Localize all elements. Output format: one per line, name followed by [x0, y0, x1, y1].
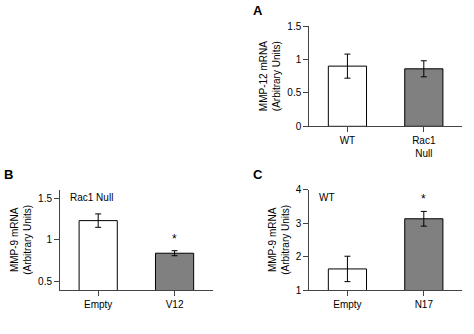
svg-text:Rac1 Null: Rac1 Null [70, 192, 113, 203]
svg-text:B: B [4, 167, 13, 182]
svg-text:C: C [253, 167, 263, 182]
svg-text:1: 1 [296, 54, 302, 65]
svg-text:WT: WT [319, 192, 335, 203]
svg-text:1.5: 1.5 [287, 21, 301, 32]
svg-text:Empty: Empty [84, 299, 112, 310]
svg-text:MMP-9 mRNA(Arbitrary Units): MMP-9 mRNA(Arbitrary Units) [9, 205, 33, 275]
svg-text:1: 1 [296, 285, 302, 296]
svg-text:MMP-9 mRNA(Arbitrary Units): MMP-9 mRNA(Arbitrary Units) [267, 205, 291, 275]
svg-text:*: * [172, 232, 177, 246]
svg-text:Rac1Null: Rac1Null [412, 135, 436, 159]
svg-text:0: 0 [296, 121, 302, 132]
svg-text:*: * [421, 192, 426, 206]
svg-text:N17: N17 [415, 299, 434, 310]
svg-text:V12: V12 [166, 299, 184, 310]
svg-text:2: 2 [296, 251, 302, 262]
svg-text:4: 4 [296, 184, 302, 195]
svg-text:0.5: 0.5 [38, 276, 52, 287]
svg-text:1.5: 1.5 [38, 193, 52, 204]
svg-text:A: A [253, 3, 263, 18]
svg-text:Empty: Empty [333, 299, 361, 310]
svg-text:1: 1 [46, 234, 52, 245]
svg-text:WT: WT [340, 135, 356, 146]
svg-text:0.5: 0.5 [287, 87, 301, 98]
svg-text:MMP-12 mRNA(Arbitrary Units): MMP-12 mRNA(Arbitrary Units) [258, 41, 282, 111]
svg-text:3: 3 [296, 218, 302, 229]
